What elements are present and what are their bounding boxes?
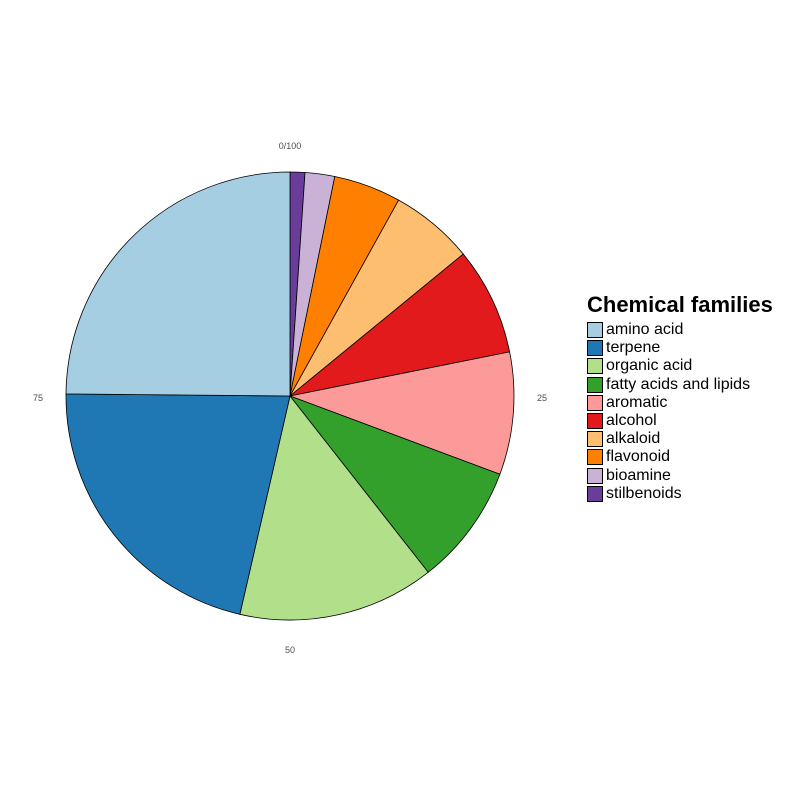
legend-swatch	[587, 358, 603, 375]
legend-label: alcohol	[606, 412, 657, 430]
pie-slice-amino-acid	[65, 171, 291, 397]
legend-label: flavonoid	[606, 448, 671, 466]
legend: Chemical families amino acid terpene organ…	[587, 292, 773, 503]
legend-swatch	[587, 322, 603, 339]
legend-label: terpene	[606, 339, 661, 357]
legend-item-bioamine: bioamine	[587, 467, 773, 485]
legend-swatch	[587, 449, 603, 466]
legend-item-stilbenoids: stilbenoids	[587, 485, 773, 503]
pie-slice-aromatic	[288, 351, 515, 475]
legend-item-aromatic: aromatic	[587, 394, 773, 412]
legend-title: Chemical families	[587, 292, 773, 317]
legend-label: amino acid	[606, 321, 684, 339]
pie-slice-fatty-acids-and-lipids	[288, 395, 501, 573]
legend-swatch	[587, 413, 603, 430]
legend-swatch	[587, 394, 603, 411]
legend-item-organic-acid: organic acid	[587, 357, 773, 375]
legend-label: stilbenoids	[606, 484, 682, 502]
pie-slice-organic-acid	[239, 395, 429, 621]
legend-label: fatty acids and lipids	[606, 375, 751, 393]
pie-slices	[65, 171, 515, 621]
pie-slice-alcohol	[289, 253, 511, 397]
legend-swatch	[587, 467, 603, 484]
tick-label-0: 0/100	[279, 141, 302, 151]
legend-item-flavonoid: flavonoid	[587, 448, 773, 466]
legend-label: aromatic	[606, 393, 668, 411]
tick-label-50: 50	[285, 645, 295, 655]
angle-tick-labels: 0/100 25 50 75	[33, 141, 547, 655]
legend-item-terpene: terpene	[587, 339, 773, 357]
legend-label: organic acid	[606, 357, 693, 375]
legend-swatch	[587, 485, 603, 502]
legend-swatch	[587, 376, 603, 393]
legend-items: amino acid terpene organic acid fatty acids…	[587, 321, 773, 503]
tick-label-25: 25	[537, 393, 547, 403]
pie-slice-terpene	[65, 393, 291, 615]
legend-label: bioamine	[606, 466, 671, 484]
legend-item-alkaloid: alkaloid	[587, 430, 773, 448]
legend-swatch	[587, 431, 603, 448]
legend-label: alkaloid	[606, 430, 661, 448]
legend-swatch	[587, 340, 603, 357]
legend-item-fatty-acids-and-lipids: fatty acids and lipids	[587, 376, 773, 394]
tick-label-75: 75	[33, 393, 43, 403]
legend-item-amino-acid: amino acid	[587, 321, 773, 339]
legend-item-alcohol: alcohol	[587, 412, 773, 430]
